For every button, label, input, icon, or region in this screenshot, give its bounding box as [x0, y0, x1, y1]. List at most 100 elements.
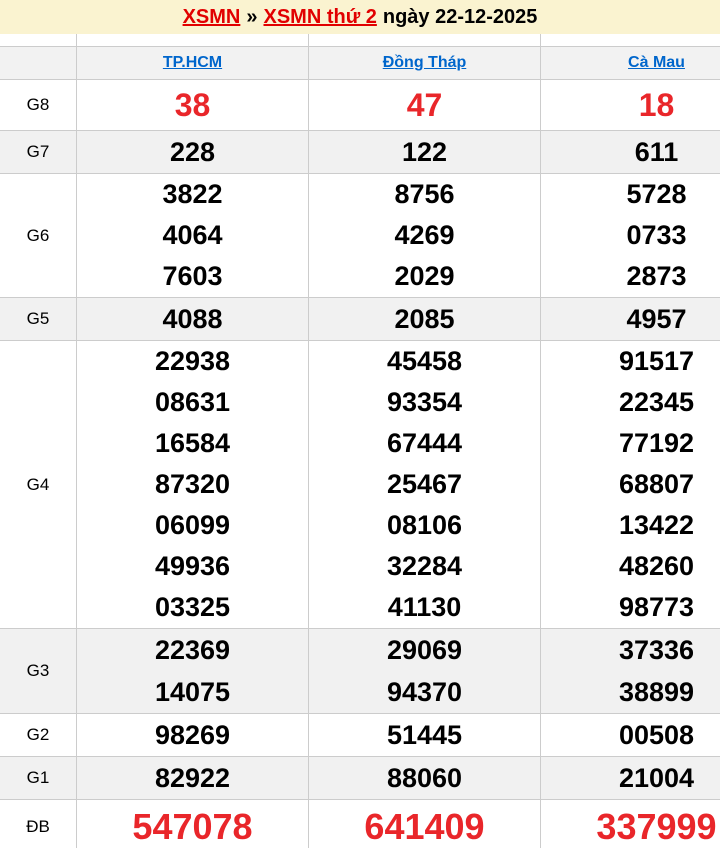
prize-number: 38899	[618, 677, 695, 707]
prize-number: 98773	[618, 592, 695, 622]
prize-number: 21004	[618, 763, 695, 793]
prize-number: 25467	[386, 469, 463, 499]
prize-number: 03325	[154, 592, 231, 622]
prize-cell: 21004	[540, 756, 720, 799]
xsmn-link[interactable]: XSMN	[182, 5, 241, 28]
prize-number: 82922	[154, 763, 231, 793]
prize-number: 7603	[162, 261, 223, 291]
prize-cell: 2085	[308, 297, 540, 340]
prize-number: 06099	[154, 510, 231, 540]
prize-number: 32284	[386, 551, 463, 581]
breadcrumb-separator: »	[246, 5, 258, 28]
prize-cell: 47	[308, 79, 540, 130]
prize-number: 51445	[386, 720, 463, 750]
prize-number: 8756	[394, 179, 455, 209]
prize-cell: 22938 08631 16584 87320 06099 49936 0332…	[76, 340, 308, 628]
prize-cell: 4957	[540, 297, 720, 340]
prize-number: 48260	[618, 551, 695, 581]
prize-number: 4064	[162, 220, 223, 250]
prize-number: 68807	[618, 469, 695, 499]
banner-date: ngày 22-12-2025	[382, 5, 538, 28]
prize-number: 08631	[154, 387, 231, 417]
prize-number: 00508	[618, 720, 695, 750]
dong-thap-link[interactable]: Đồng Tháp	[382, 54, 467, 71]
prize-number: 88060	[386, 763, 463, 793]
prize-cell: 45458 93354 67444 25467 08106 32284 4113…	[308, 340, 540, 628]
row-label-g1: G1	[0, 756, 76, 799]
prize-number: 337999	[596, 806, 717, 847]
prize-cell: 122	[308, 130, 540, 173]
prize-number: 16584	[154, 428, 231, 458]
prize-number: 08106	[386, 510, 463, 540]
ca-mau-link[interactable]: Cà Mau	[628, 54, 685, 71]
column-header-tphcm: TP.HCM	[76, 46, 308, 79]
prize-number: 22938	[154, 346, 231, 376]
prize-cell: 3822 4064 7603	[76, 173, 308, 297]
prize-cell: 18	[540, 79, 720, 130]
prize-number: 122	[401, 137, 448, 167]
prize-cell: 51445	[308, 713, 540, 756]
row-label-g2: G2	[0, 713, 76, 756]
prize-number: 4088	[162, 304, 223, 334]
xsmn-day-link[interactable]: XSMN thứ 2	[263, 5, 377, 28]
prize-number: 0733	[626, 220, 687, 250]
prize-cell: 37336 38899	[540, 628, 720, 713]
results-table: TP.HCM Đồng Tháp Cà Mau G8 38 47 18 G7 2…	[0, 34, 720, 848]
row-label-db: ĐB	[0, 799, 76, 848]
prize-number: 37336	[618, 635, 695, 665]
page-title: XSMN » XSMN thứ 2 ngày 22-12-2025	[0, 0, 720, 34]
row-label-g5: G5	[0, 297, 76, 340]
prize-number: 98269	[154, 720, 231, 750]
prize-cell: 5728 0733 2873	[540, 173, 720, 297]
tphcm-link[interactable]: TP.HCM	[162, 54, 223, 71]
prize-cell: 88060	[308, 756, 540, 799]
row-label-g8: G8	[0, 79, 76, 130]
prize-number: 4269	[394, 220, 455, 250]
prize-number: 611	[634, 137, 679, 167]
prize-number: 2029	[394, 261, 455, 291]
prize-number: 87320	[154, 469, 231, 499]
prize-cell: 611	[540, 130, 720, 173]
prize-number: 5728	[626, 179, 687, 209]
prize-cell: 98269	[76, 713, 308, 756]
prize-number: 22369	[154, 635, 231, 665]
prize-cell: 29069 94370	[308, 628, 540, 713]
prize-number: 4957	[626, 304, 687, 334]
row-label-g7: G7	[0, 130, 76, 173]
prize-number: 45458	[386, 346, 463, 376]
prize-cell: 22369 14075	[76, 628, 308, 713]
prize-number: 67444	[386, 428, 463, 458]
prize-number: 18	[638, 87, 675, 123]
prize-number: 641409	[364, 806, 485, 847]
prize-number: 91517	[618, 346, 695, 376]
prize-number: 29069	[386, 635, 463, 665]
prize-cell: 82922	[76, 756, 308, 799]
prize-cell: 337999	[540, 799, 720, 848]
prize-number: 547078	[132, 806, 253, 847]
prize-cell: 38	[76, 79, 308, 130]
prize-cell: 547078	[76, 799, 308, 848]
prize-cell: 641409	[308, 799, 540, 848]
row-label-g4: G4	[0, 340, 76, 628]
prize-number: 14075	[154, 677, 231, 707]
column-header-dong-thap: Đồng Tháp	[308, 46, 540, 79]
prize-number: 38	[174, 87, 211, 123]
row-label-g6: G6	[0, 173, 76, 297]
prize-number: 2873	[626, 261, 687, 291]
prize-number: 47	[406, 87, 443, 123]
prize-cell: 00508	[540, 713, 720, 756]
row-label-g3: G3	[0, 628, 76, 713]
prize-number: 93354	[386, 387, 463, 417]
prize-number: 22345	[618, 387, 695, 417]
prize-cell: 91517 22345 77192 68807 13422 48260 9877…	[540, 340, 720, 628]
prize-cell: 8756 4269 2029	[308, 173, 540, 297]
prize-number: 2085	[394, 304, 455, 334]
prize-number: 228	[169, 137, 216, 167]
prize-cell: 4088	[76, 297, 308, 340]
prize-number: 3822	[162, 179, 223, 209]
prize-number: 77192	[618, 428, 695, 458]
prize-number: 49936	[154, 551, 231, 581]
prize-number: 94370	[386, 677, 463, 707]
prize-number: 13422	[618, 510, 695, 540]
